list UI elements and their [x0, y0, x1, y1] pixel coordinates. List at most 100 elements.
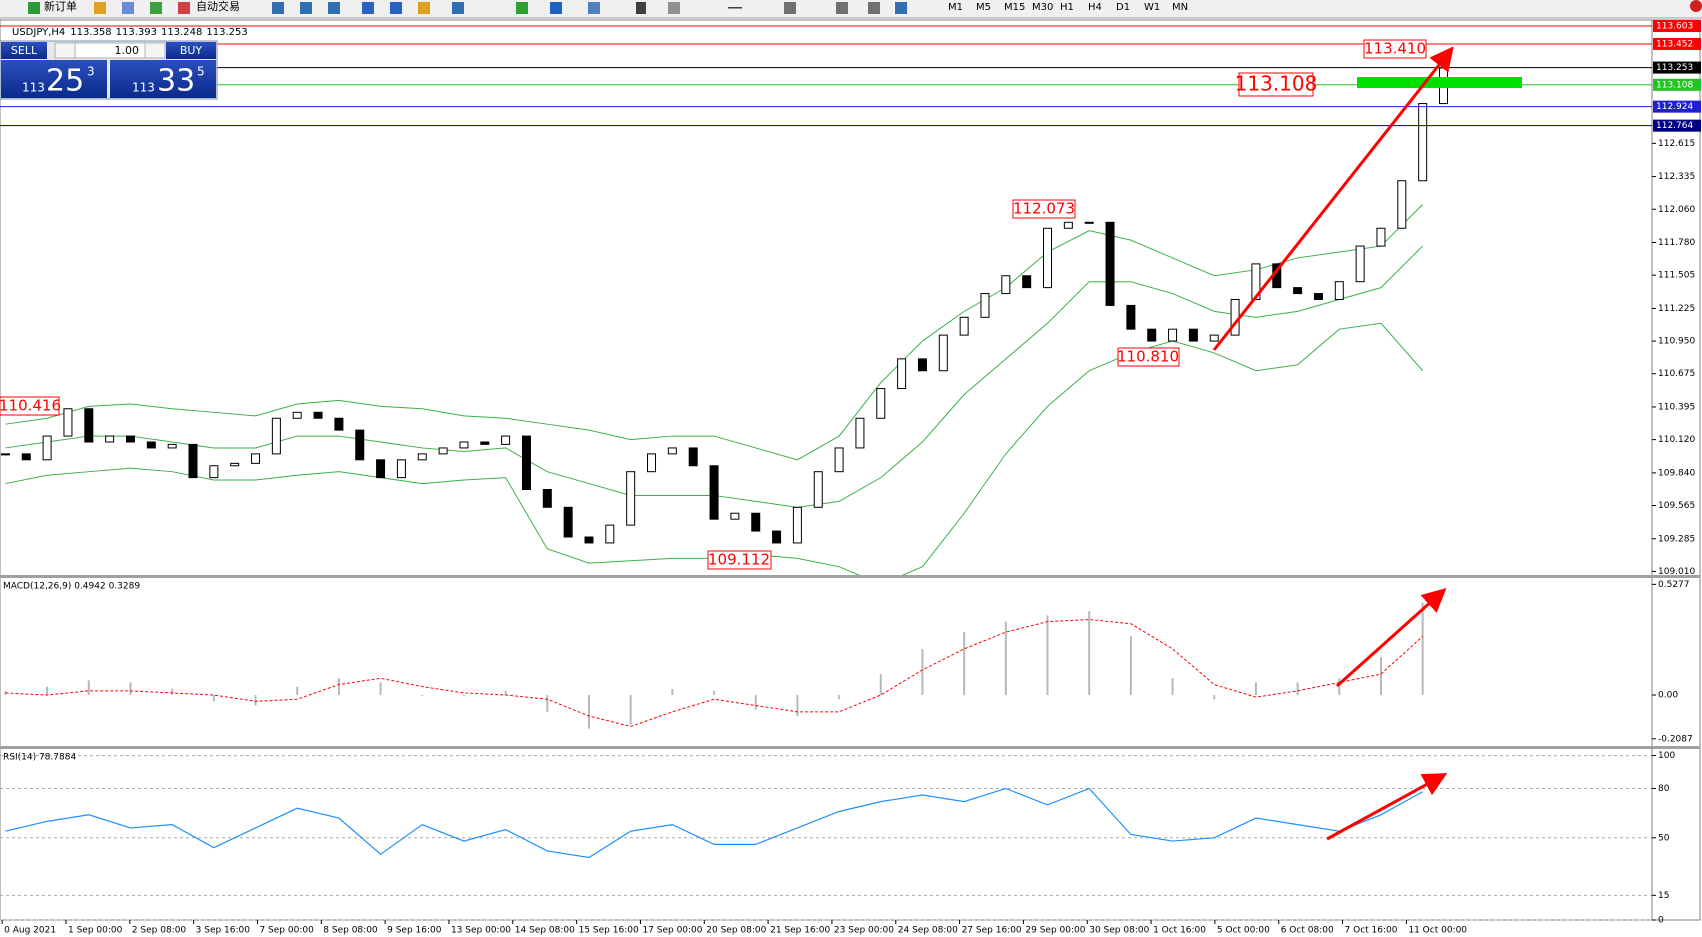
timeframe-button[interactable]: H1: [1060, 2, 1074, 13]
candle: [959, 316, 969, 336]
bid-point[interactable]: 3: [87, 65, 95, 79]
cursor-icon[interactable]: [636, 2, 646, 14]
timeframe-button[interactable]: M30: [1032, 2, 1053, 13]
lot-down[interactable]: [54, 42, 76, 59]
indicators-icon[interactable]: [516, 2, 528, 14]
label-icon[interactable]: [868, 2, 880, 14]
macd-label: MACD(12,26,9) 0.4942 0.3289: [3, 582, 140, 592]
period-icon[interactable]: [550, 2, 562, 14]
macd-bar: [587, 695, 590, 729]
x-tick-label: 23 Sep 00:00: [834, 926, 894, 936]
candle: [1126, 304, 1136, 330]
toolbar-icon[interactable]: [122, 2, 134, 14]
timeframe-button[interactable]: M5: [976, 2, 991, 13]
text-icon[interactable]: [836, 2, 848, 14]
price-level-label: 113.452: [1656, 39, 1693, 49]
zoom-out-icon[interactable]: [390, 2, 402, 14]
buy-button[interactable]: [166, 42, 216, 59]
channel-icon[interactable]: [784, 2, 796, 14]
sell-button[interactable]: [1, 42, 47, 59]
y-tick-label: -0.2087: [1658, 734, 1693, 744]
candle: [605, 524, 615, 544]
x-tick-label: 9 Sep 16:00: [387, 926, 442, 936]
timeframe-button[interactable]: MN: [1172, 2, 1188, 13]
buy-label[interactable]: BUY: [180, 44, 203, 57]
candle: [42, 435, 52, 461]
lot-value[interactable]: 1.00: [115, 44, 140, 57]
ask-big[interactable]: 113: [132, 81, 155, 95]
macd-bar: [1379, 657, 1382, 696]
bollinger-lower: [5, 322, 1424, 575]
candle: [938, 334, 948, 372]
macd-bar: [838, 695, 841, 700]
toolbar-icon[interactable]: [94, 2, 106, 14]
timeframe-button[interactable]: D1: [1116, 2, 1130, 13]
timeframe-button[interactable]: M1: [948, 2, 963, 13]
new-order-button[interactable]: 新订单: [44, 0, 77, 13]
candle: [63, 408, 73, 437]
y-tick-label: 50: [1658, 833, 1670, 843]
candle: [313, 411, 323, 419]
lot-up[interactable]: [144, 42, 166, 59]
price-level-label: 113.253: [1656, 63, 1693, 73]
price-note: 112.073: [1013, 200, 1075, 218]
alert-icon[interactable]: [1690, 0, 1702, 12]
y-tick-label: 111.225: [1658, 304, 1695, 314]
toolbar-icon[interactable]: [300, 2, 312, 14]
candle: [855, 417, 865, 449]
bid-pips[interactable]: 25: [46, 64, 84, 99]
candle: [1188, 328, 1198, 342]
zoom-in-icon[interactable]: [362, 2, 374, 14]
candle: [1209, 334, 1219, 342]
macd-bar: [713, 690, 716, 696]
candle: [667, 447, 677, 455]
macd-bar: [1296, 682, 1299, 696]
bid-big[interactable]: 113: [22, 81, 45, 95]
price-level-tag: [1653, 78, 1701, 91]
target-zone: [1357, 77, 1522, 88]
price-level-label: 113.603: [1656, 22, 1693, 32]
candle: [292, 411, 302, 419]
timeframe-button[interactable]: M15: [1004, 2, 1025, 13]
auto-trade-icon[interactable]: [178, 2, 190, 14]
crosshair-icon[interactable]: [668, 2, 680, 14]
candle: [480, 441, 490, 445]
macd-bar: [171, 688, 174, 696]
x-tick-label: 2 Sep 08:00: [132, 926, 187, 936]
macd-bar: [1171, 678, 1174, 696]
timeframe-button[interactable]: H4: [1088, 2, 1102, 13]
toolbar-icon[interactable]: [150, 2, 162, 14]
shapes-icon[interactable]: [895, 2, 907, 14]
y-tick-label: 109.565: [1658, 501, 1695, 511]
new-order-icon[interactable]: [28, 2, 40, 14]
price-level-tag: [1653, 119, 1701, 132]
x-tick-label: 11 Oct 00:00: [1408, 926, 1467, 936]
timeframe-button[interactable]: W1: [1144, 2, 1160, 13]
x-tick-label: 7 Oct 16:00: [1345, 926, 1398, 936]
template-icon[interactable]: [588, 2, 600, 14]
ask-point[interactable]: 5: [197, 65, 205, 79]
ask-box[interactable]: [110, 60, 216, 98]
sell-label[interactable]: SELL: [11, 44, 38, 57]
candle: [626, 471, 636, 526]
macd-bar: [1046, 615, 1049, 696]
candle: [146, 441, 156, 449]
candle: [334, 417, 344, 431]
hline-icon[interactable]: [728, 7, 742, 9]
candle: [813, 471, 823, 508]
price-note-box: [707, 550, 772, 570]
toolbar-icon[interactable]: [328, 2, 340, 14]
auto-trade-button[interactable]: 自动交易: [196, 0, 240, 13]
price-level-label: 113.108: [1656, 80, 1693, 90]
toolbar-icon[interactable]: [272, 2, 284, 14]
candle: [688, 447, 698, 467]
bid-box[interactable]: [1, 60, 107, 98]
toolbar: [0, 0, 1702, 18]
toolbar-icon[interactable]: [452, 2, 464, 14]
y-tick-label: 0.00: [1658, 691, 1678, 701]
y-tick-label: 0: [1658, 916, 1664, 926]
panel-separator: [0, 746, 1700, 749]
ask-pips[interactable]: 33: [157, 64, 195, 99]
candle: [709, 465, 719, 520]
tile-icon[interactable]: [418, 2, 430, 14]
